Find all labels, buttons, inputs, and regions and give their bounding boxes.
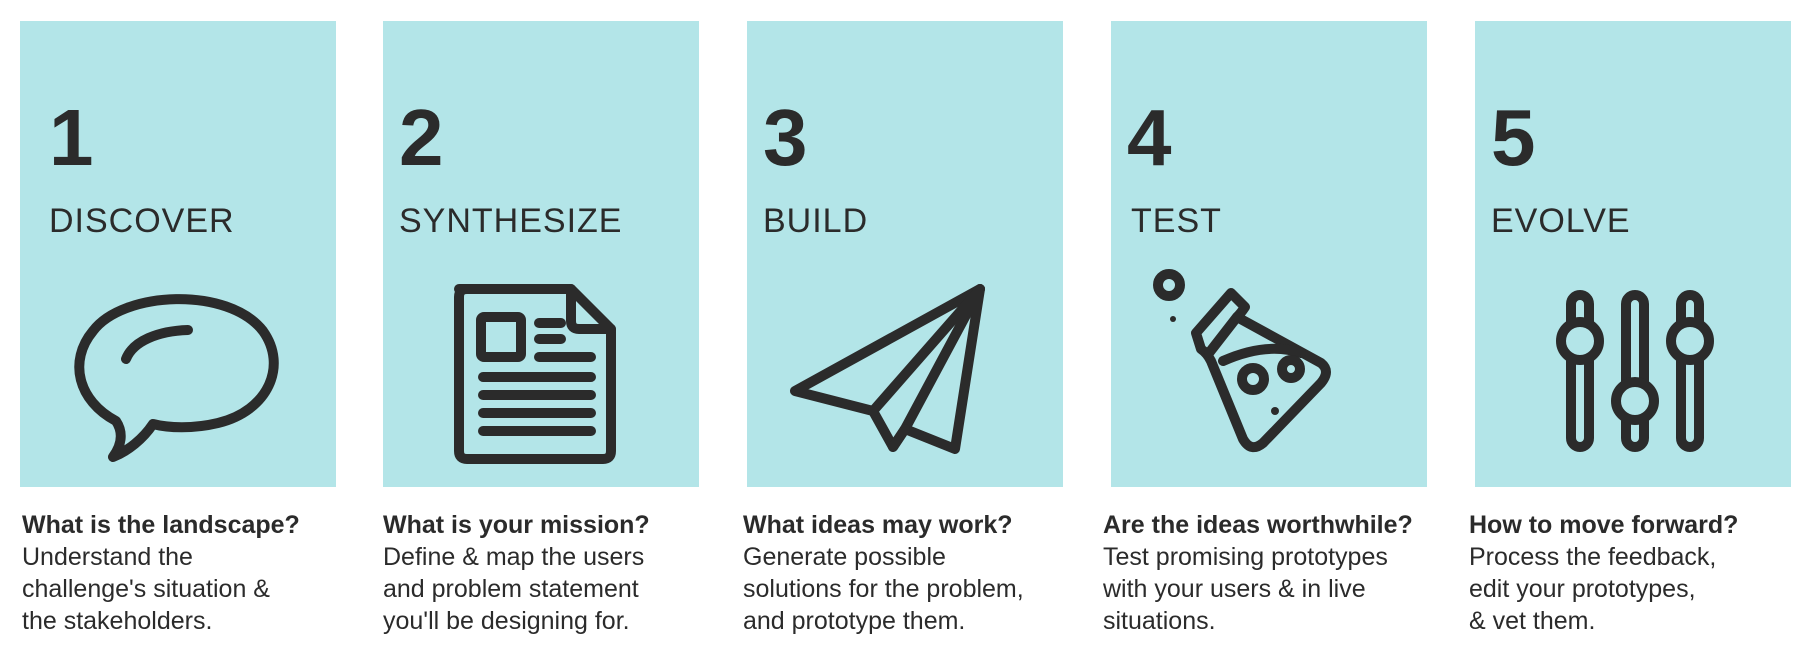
description-line: and prototype them. <box>743 607 966 635</box>
description-line: situations. <box>1103 607 1216 635</box>
description-line: edit your prototypes, <box>1469 575 1696 603</box>
step-title: SYNTHESIZE <box>399 202 623 240</box>
step-title: BUILD <box>763 202 869 240</box>
step-number: 1 <box>49 93 94 182</box>
description-line: Process the feedback, <box>1469 543 1717 571</box>
step-description: Generate possible solutions for the prob… <box>743 541 1063 637</box>
step-card: 3 BUILD <box>747 21 1063 487</box>
step-test: 4 TEST Are the ideas worthwhile? Test pr… <box>1103 0 1427 669</box>
speech-bubble-icon <box>58 261 298 481</box>
step-description: Test promising prototypes with your user… <box>1103 541 1423 637</box>
description-line: Test promising prototypes <box>1103 543 1388 571</box>
step-discover: 1 DISCOVER What is the landscape? Unders… <box>20 0 336 669</box>
document-icon <box>421 261 661 481</box>
step-question: Are the ideas worthwhile? <box>1103 511 1413 539</box>
step-description: Process the feedback, edit your prototyp… <box>1469 541 1789 637</box>
description-line: you'll be designing for. <box>383 607 630 635</box>
step-card: 4 TEST <box>1111 21 1427 487</box>
sliders-icon <box>1513 261 1753 481</box>
step-synthesize: 2 SYNTHESIZE What is your mission? Defin… <box>383 0 699 669</box>
step-title: DISCOVER <box>49 202 235 240</box>
step-evolve: 5 EVOLVE How to move forward? Process th… <box>1469 0 1791 669</box>
step-description: Define & map the users and problem state… <box>383 541 703 637</box>
description-line: Generate possible <box>743 543 946 571</box>
step-number: 3 <box>763 93 808 182</box>
step-title: TEST <box>1131 202 1222 240</box>
step-description: Understand the challenge's situation & t… <box>22 541 342 637</box>
description-line: challenge's situation & <box>22 575 270 603</box>
description-line: solutions for the problem, <box>743 575 1024 603</box>
step-card: 2 SYNTHESIZE <box>383 21 699 487</box>
description-line: the stakeholders. <box>22 607 213 635</box>
step-question: What ideas may work? <box>743 511 1013 539</box>
description-line: & vet them. <box>1469 607 1596 635</box>
description-line: with your users & in live <box>1103 575 1366 603</box>
step-number: 5 <box>1491 93 1536 182</box>
step-card: 5 EVOLVE <box>1475 21 1791 487</box>
description-line: and problem statement <box>383 575 639 603</box>
step-title: EVOLVE <box>1491 202 1631 240</box>
description-line: Understand the <box>22 543 193 571</box>
paper-plane-icon <box>785 261 1025 481</box>
step-card: 1 DISCOVER <box>20 21 336 487</box>
step-question: What is your mission? <box>383 511 650 539</box>
step-question: What is the landscape? <box>22 511 300 539</box>
flask-icon <box>1141 261 1381 481</box>
step-question: How to move forward? <box>1469 511 1739 539</box>
step-build: 3 BUILD What ideas may work? Generate po… <box>743 0 1063 669</box>
step-number: 4 <box>1127 93 1172 182</box>
description-line: Define & map the users <box>383 543 645 571</box>
step-number: 2 <box>399 93 444 182</box>
